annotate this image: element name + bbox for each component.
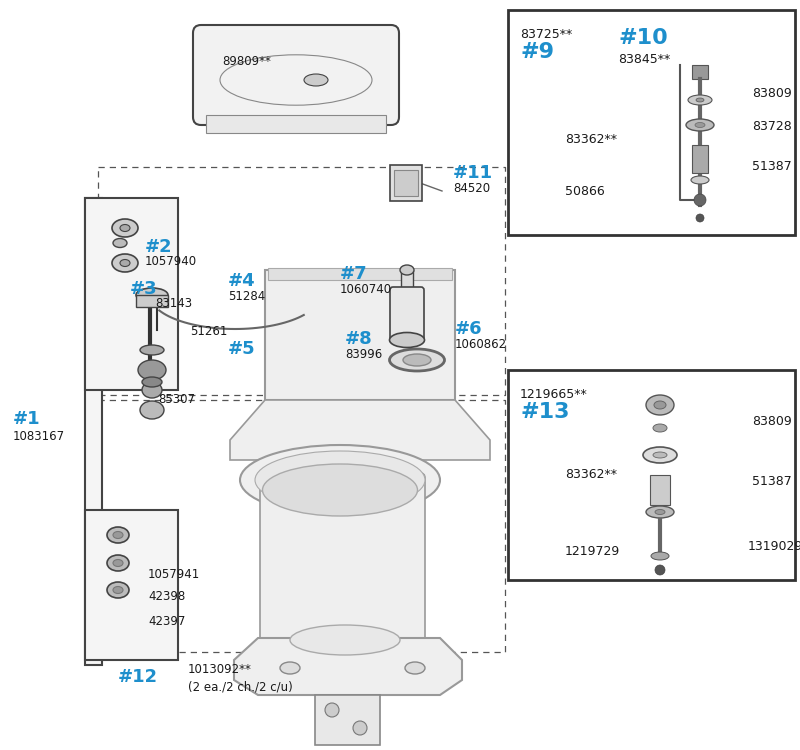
Ellipse shape [653, 424, 667, 432]
Text: #4: #4 [228, 272, 256, 290]
FancyBboxPatch shape [508, 10, 795, 235]
Ellipse shape [113, 532, 123, 538]
Ellipse shape [403, 354, 431, 366]
Text: 1060862: 1060862 [455, 338, 507, 351]
Text: #7: #7 [340, 265, 368, 283]
Ellipse shape [688, 95, 712, 105]
Ellipse shape [646, 506, 674, 518]
Text: 1057940: 1057940 [145, 255, 197, 268]
Ellipse shape [107, 527, 129, 543]
Text: 1083167: 1083167 [13, 430, 65, 443]
Text: 83143: 83143 [155, 297, 192, 310]
Text: 51261: 51261 [190, 325, 227, 338]
Text: 1057941: 1057941 [148, 568, 200, 581]
Text: #6: #6 [455, 320, 482, 338]
Text: 1060740: 1060740 [340, 283, 392, 296]
FancyBboxPatch shape [136, 295, 168, 307]
Text: 83809: 83809 [752, 87, 792, 100]
Ellipse shape [255, 451, 425, 509]
Ellipse shape [304, 74, 328, 86]
Text: #13: #13 [520, 402, 570, 422]
Text: 51387: 51387 [752, 475, 792, 488]
Text: 42398: 42398 [148, 590, 186, 603]
FancyBboxPatch shape [260, 473, 425, 643]
Ellipse shape [280, 662, 300, 674]
Text: #2: #2 [145, 238, 173, 256]
FancyBboxPatch shape [508, 370, 795, 580]
Text: 85307: 85307 [158, 393, 195, 406]
Ellipse shape [113, 586, 123, 593]
FancyBboxPatch shape [206, 115, 386, 133]
Ellipse shape [120, 260, 130, 266]
Ellipse shape [240, 445, 440, 515]
Ellipse shape [138, 360, 166, 380]
Ellipse shape [654, 401, 666, 409]
FancyBboxPatch shape [265, 270, 455, 400]
Ellipse shape [655, 509, 665, 515]
Text: #5: #5 [228, 340, 256, 358]
Ellipse shape [390, 349, 445, 371]
Text: #12: #12 [118, 668, 158, 686]
Polygon shape [234, 638, 462, 695]
FancyBboxPatch shape [85, 510, 178, 660]
Ellipse shape [325, 703, 339, 717]
Ellipse shape [107, 555, 129, 571]
Ellipse shape [290, 625, 400, 655]
Ellipse shape [643, 447, 677, 463]
Circle shape [694, 194, 706, 206]
Ellipse shape [405, 662, 425, 674]
FancyBboxPatch shape [193, 25, 399, 125]
FancyBboxPatch shape [85, 198, 178, 390]
Ellipse shape [113, 560, 123, 566]
Text: #3: #3 [130, 280, 158, 298]
Ellipse shape [262, 464, 418, 516]
Ellipse shape [691, 176, 709, 184]
Text: 83996: 83996 [345, 348, 382, 361]
Text: 83362**: 83362** [565, 468, 617, 481]
Ellipse shape [142, 382, 162, 398]
FancyBboxPatch shape [390, 287, 424, 343]
Text: #1: #1 [13, 410, 41, 428]
Text: 1219665**: 1219665** [520, 388, 588, 401]
Circle shape [696, 214, 704, 222]
Ellipse shape [400, 265, 414, 275]
Ellipse shape [136, 288, 168, 302]
FancyBboxPatch shape [268, 268, 452, 280]
FancyBboxPatch shape [85, 198, 102, 665]
Text: #11: #11 [453, 164, 493, 182]
FancyBboxPatch shape [315, 695, 380, 745]
Ellipse shape [653, 452, 667, 458]
Circle shape [655, 565, 665, 575]
Polygon shape [230, 400, 490, 460]
Text: 84520: 84520 [453, 182, 490, 195]
FancyBboxPatch shape [390, 165, 422, 201]
FancyBboxPatch shape [650, 475, 670, 505]
Ellipse shape [142, 377, 162, 387]
Text: 83362**: 83362** [565, 133, 617, 146]
Text: 83845**: 83845** [618, 53, 670, 66]
Text: 1013092**: 1013092** [188, 663, 252, 676]
Text: 1219729: 1219729 [565, 545, 620, 558]
Ellipse shape [353, 721, 367, 735]
Ellipse shape [120, 224, 130, 232]
Text: 50866: 50866 [565, 185, 605, 198]
Ellipse shape [390, 332, 425, 347]
Text: 83725**: 83725** [520, 28, 572, 41]
Ellipse shape [112, 219, 138, 237]
Text: 83809: 83809 [752, 415, 792, 428]
Ellipse shape [107, 582, 129, 598]
Ellipse shape [686, 119, 714, 131]
Text: 42397: 42397 [148, 615, 186, 628]
Ellipse shape [646, 395, 674, 415]
Text: 89809**: 89809** [222, 55, 271, 68]
Text: (2 ea./2 ch./2 c/u): (2 ea./2 ch./2 c/u) [188, 680, 293, 693]
FancyBboxPatch shape [692, 145, 708, 173]
FancyBboxPatch shape [401, 270, 413, 290]
Text: 1319029: 1319029 [748, 540, 800, 553]
Text: #9: #9 [520, 42, 554, 62]
Text: 83728: 83728 [752, 120, 792, 133]
Ellipse shape [696, 98, 704, 102]
Ellipse shape [112, 254, 138, 272]
Text: #10: #10 [618, 28, 668, 48]
